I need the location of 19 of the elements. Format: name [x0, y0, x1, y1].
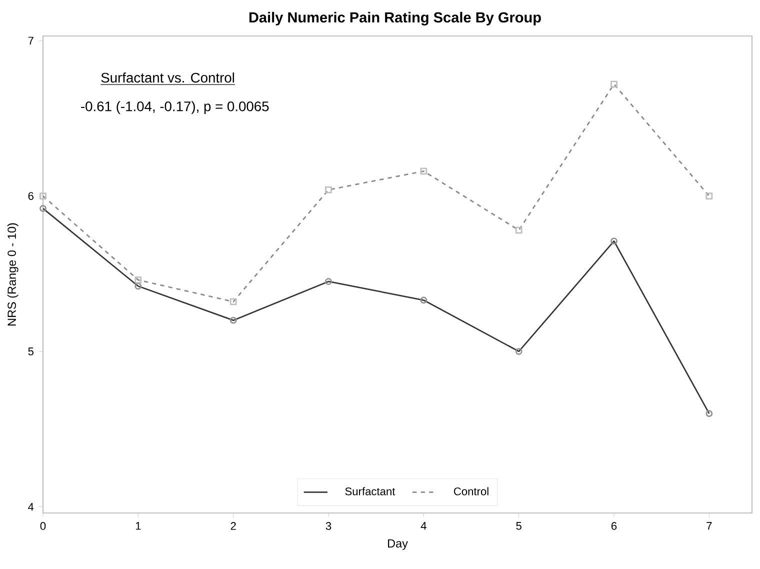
y-tick-label: 7	[28, 36, 34, 44]
y-axis-title: NRS (Range 0 - 10)	[7, 223, 18, 326]
chart-title: Daily Numeric Pain Rating Scale By Group	[249, 12, 541, 26]
y-tick-label: 4	[28, 502, 34, 511]
legend-label: Surfactant	[345, 487, 396, 496]
annotation: Surfactant vs. Control	[101, 72, 234, 83]
x-tick-label: 5	[516, 522, 522, 530]
y-tick-label: 5	[28, 348, 34, 356]
x-axis-title: Day	[388, 539, 408, 550]
x-tick-label: 4	[420, 522, 426, 530]
x-tick-label: 1	[136, 522, 141, 530]
y-tick-label: 6	[28, 192, 34, 200]
annotation: -0.61 (-1.04, -0.17), p = 0.0065	[81, 101, 269, 114]
legend-label: Control	[454, 487, 488, 496]
x-tick-label: 0	[40, 522, 46, 530]
x-tick-label: 3	[326, 522, 332, 530]
x-tick-label: 6	[611, 522, 617, 530]
x-tick-label: 7	[706, 522, 712, 530]
x-tick-label: 2	[230, 522, 236, 530]
